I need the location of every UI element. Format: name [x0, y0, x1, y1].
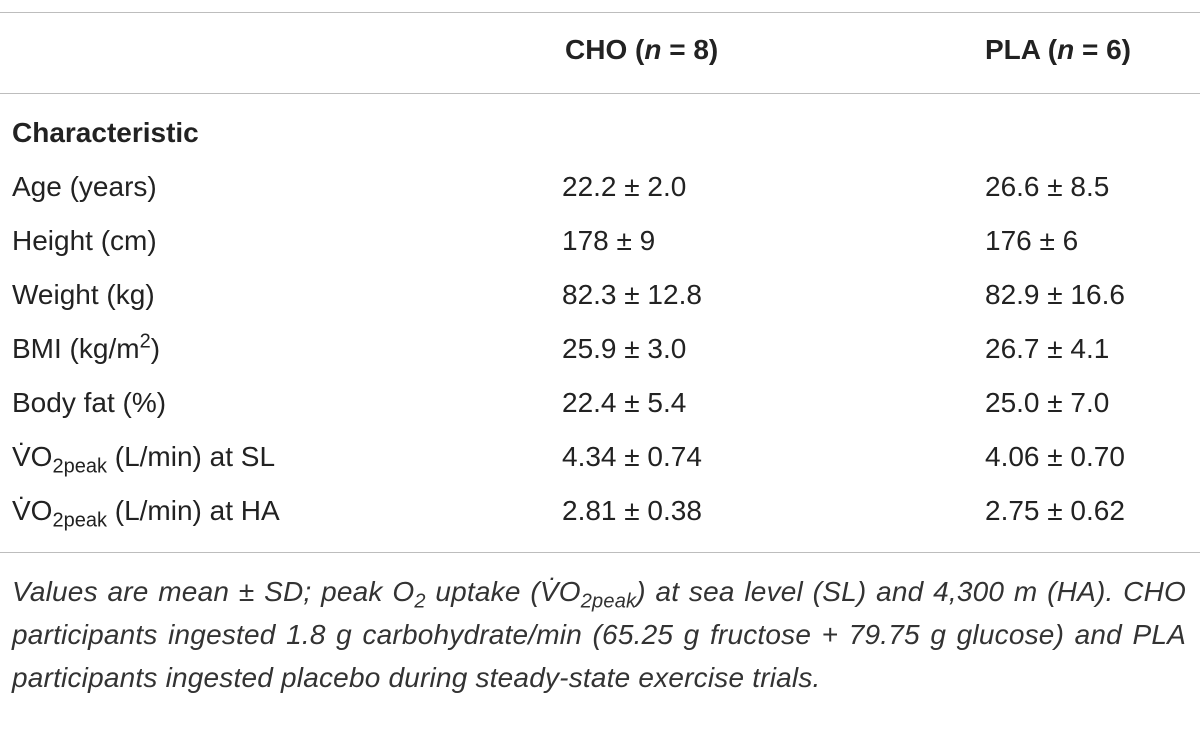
header-text: = 6): [1074, 34, 1131, 65]
footnote-text: uptake (V̇O: [425, 576, 581, 607]
label-text: Weight (kg): [12, 279, 155, 310]
header-text: n: [644, 34, 662, 65]
value-cell: 178 ± 9: [562, 225, 656, 256]
value-cell: 25.0 ± 7.0: [985, 387, 1110, 418]
value-cell: 176 ± 6: [985, 225, 1079, 256]
row-label: Age (years): [12, 170, 157, 204]
row-label: Body fat (%): [12, 386, 166, 420]
label-text: ): [150, 333, 161, 364]
row-label: BMI (kg/m2): [12, 332, 160, 366]
section-title: Characteristic: [12, 117, 199, 148]
value-cell: 22.2 ± 2.0: [562, 171, 687, 202]
value-cell: 25.9 ± 3.0: [562, 333, 687, 364]
value-cell: 82.9 ± 16.6: [985, 279, 1125, 310]
bottom-rule: [0, 552, 1200, 553]
column-header: PLA (n = 6): [985, 33, 1131, 67]
value-cell: 2.75 ± 0.62: [985, 495, 1125, 526]
footnote: Values are mean ± SD; peak O2 uptake (V̇…: [12, 570, 1186, 699]
label-text: (L/min) at SL: [106, 441, 276, 472]
value-cell: 4.34 ± 0.74: [562, 441, 702, 472]
label-sub: 2peak: [52, 455, 107, 478]
header-text: n: [1057, 34, 1075, 65]
header-text: PLA (: [985, 34, 1058, 65]
row-label: V̇O2peak (L/min) at SL: [12, 440, 276, 477]
label-text: Age (years): [12, 171, 157, 202]
footnote-sub: 2peak: [580, 590, 637, 613]
value-cell: 4.06 ± 0.70: [985, 441, 1125, 472]
value-cell: 22.4 ± 5.4: [562, 387, 687, 418]
footnote-text: ) at sea level (SL) and 4,300 m (HA). CH…: [12, 576, 1186, 693]
label-sup: 2: [139, 330, 151, 353]
value-cell: 26.7 ± 4.1: [985, 333, 1110, 364]
footnote-text: Values are mean ± SD; peak O: [12, 576, 415, 607]
footnote-sub: 2: [414, 590, 426, 613]
value-cell: 2.81 ± 0.38: [562, 495, 702, 526]
value-cell: 26.6 ± 8.5: [985, 171, 1110, 202]
column-header: CHO (n = 8): [565, 33, 718, 67]
label-text: V̇O: [12, 495, 53, 526]
label-text: (L/min) at HA: [106, 495, 280, 526]
label-text: Height (cm): [12, 225, 157, 256]
row-label: Weight (kg): [12, 278, 155, 312]
header-rule: [0, 93, 1200, 94]
header-text: = 8): [661, 34, 719, 65]
label-text: V̇O: [12, 441, 53, 472]
label-text: BMI (kg/m: [12, 333, 140, 364]
header-text: CHO (: [565, 34, 645, 65]
label-sub: 2peak: [52, 509, 107, 532]
label-text: Body fat (%): [12, 387, 167, 418]
value-cell: 82.3 ± 12.8: [562, 279, 702, 310]
top-rule: [0, 12, 1200, 13]
row-label: V̇O2peak (L/min) at HA: [12, 494, 280, 531]
row-label: Height (cm): [12, 224, 157, 258]
